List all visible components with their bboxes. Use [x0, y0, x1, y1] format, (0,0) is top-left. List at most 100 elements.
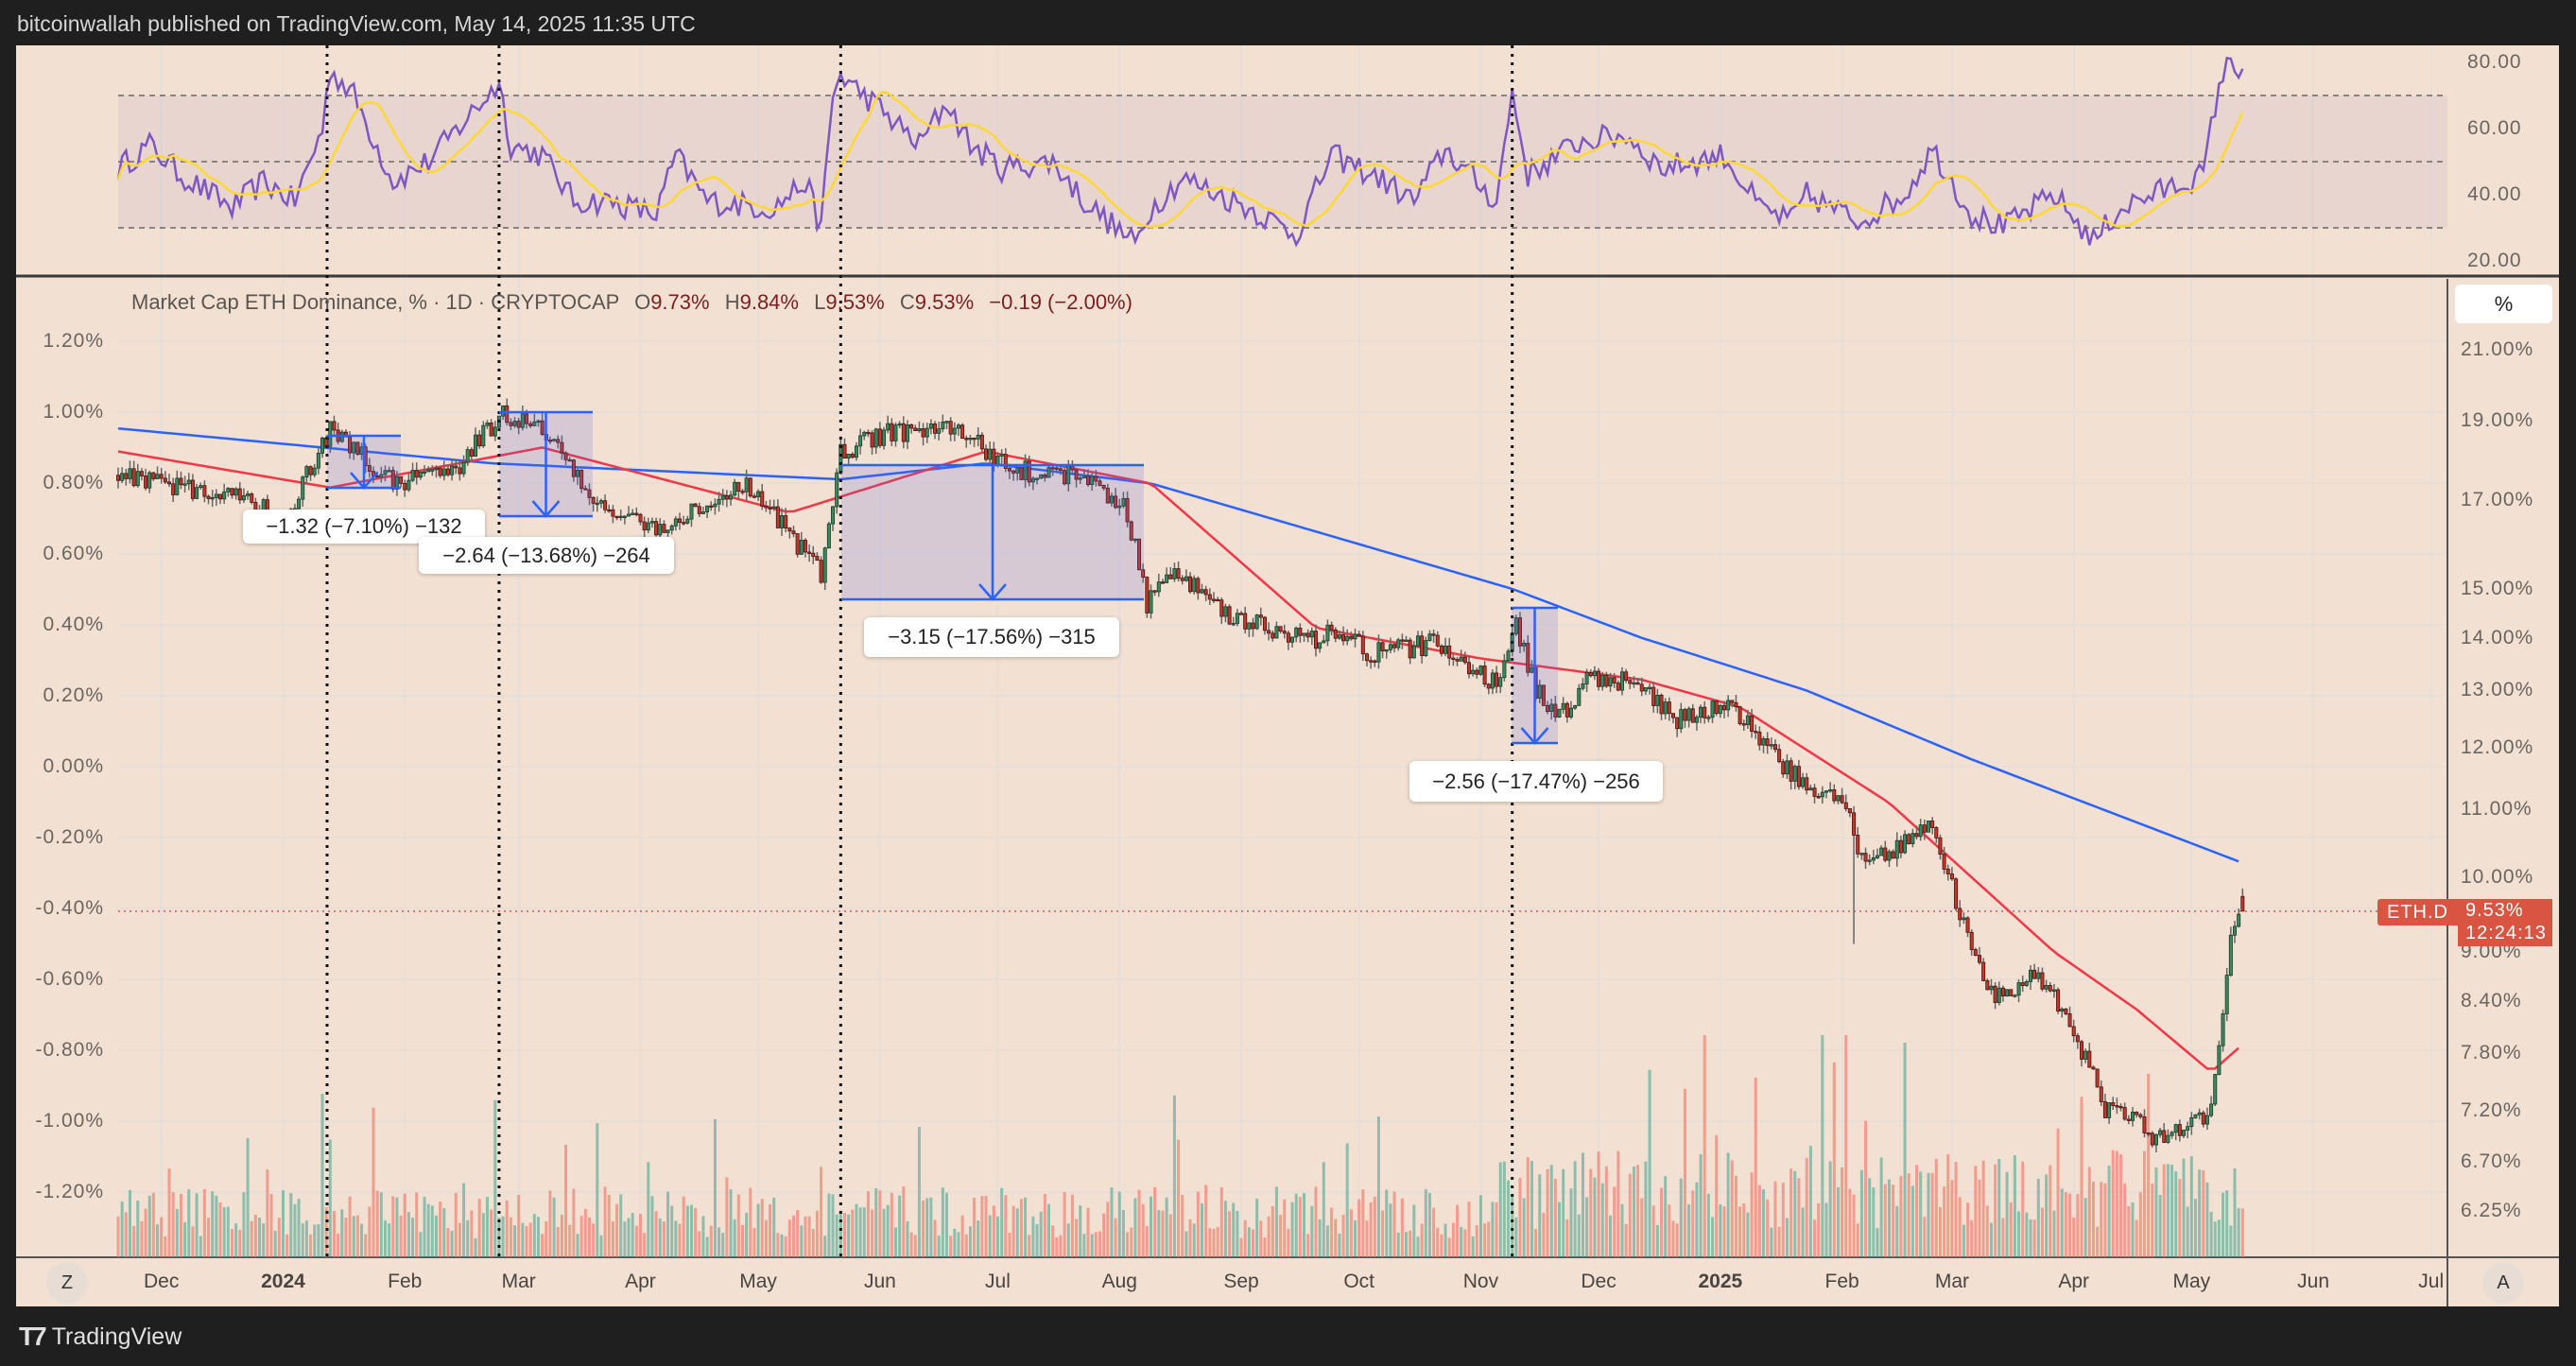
volume-bar: [1651, 1205, 1655, 1257]
volume-bar: [1538, 1174, 1542, 1257]
candle: [2087, 1050, 2092, 1068]
volume-bar: [1236, 1210, 1239, 1257]
candle: [901, 423, 906, 442]
volume-bar: [973, 1197, 977, 1257]
candle: [928, 423, 933, 429]
volume-bar: [1381, 1210, 1385, 1257]
volume-bar: [1444, 1223, 1447, 1257]
volume-bar: [136, 1200, 140, 1257]
candle: [1019, 467, 1024, 480]
price-axis-label: 7.20%: [2461, 1098, 2522, 1121]
candle: [1160, 581, 1165, 584]
volume-bar: [1000, 1187, 1004, 1257]
candle: [1353, 633, 1357, 640]
volume-bar: [1274, 1186, 1278, 1257]
volume-bar: [592, 1223, 596, 1257]
last-price: 9.53%: [2465, 900, 2524, 921]
volume-bar: [454, 1192, 458, 1257]
volume-bar: [670, 1205, 674, 1257]
volume-bar: [1962, 1224, 1965, 1257]
candle: [882, 429, 887, 446]
candle: [2201, 1112, 2205, 1125]
volume-bar: [1028, 1235, 1031, 1257]
candle: [461, 461, 466, 475]
candle: [1471, 669, 1476, 675]
chart-frame[interactable]: [16, 45, 2559, 1306]
volume-bar: [2087, 1167, 2091, 1257]
candle: [567, 458, 572, 462]
volume-bar: [1046, 1203, 1050, 1257]
volume-bar: [207, 1218, 211, 1257]
candle: [968, 438, 973, 441]
volume-bar: [560, 1214, 563, 1257]
candle: [2005, 989, 2010, 996]
candle: [729, 494, 734, 500]
legend-close: 9.53%: [914, 290, 975, 314]
legend-title: Market Cap ETH Dominance, % · 1D · CRYPT…: [131, 290, 619, 314]
candle: [1546, 704, 1550, 713]
volume-bar: [442, 1208, 446, 1257]
volume-bar: [246, 1137, 250, 1257]
volume-bar: [1640, 1198, 1644, 1257]
candle: [1887, 851, 1892, 861]
volume-bar: [1219, 1186, 1223, 1257]
volume-bar: [120, 1201, 124, 1257]
volume-bar: [383, 1220, 387, 1257]
volume-bar: [556, 1227, 560, 1257]
candle: [1867, 859, 1872, 862]
candle: [1313, 631, 1318, 649]
volume-bar: [922, 1200, 925, 1257]
candle: [383, 470, 388, 476]
candle: [2075, 1035, 2080, 1043]
candle: [1380, 642, 1385, 651]
auto-scale-button[interactable]: A: [2482, 1262, 2524, 1304]
candle: [1903, 834, 1908, 854]
volume-bar: [2036, 1178, 2040, 1257]
measurement-label[interactable]: −2.56 (−17.47%) −256: [1409, 761, 1663, 802]
price-axis-label: 6.25%: [2461, 1200, 2522, 1222]
volume-bar: [1150, 1196, 1153, 1257]
candle: [1856, 834, 1860, 855]
candle: [481, 424, 486, 447]
volume-bar: [619, 1194, 623, 1257]
measurement-label[interactable]: −3.15 (−17.56%) −315: [864, 617, 1119, 657]
candle: [163, 477, 167, 483]
volume-bar: [1738, 1206, 1742, 1257]
candle: [2009, 989, 2014, 996]
legend-high: 9.84%: [739, 290, 799, 314]
volume-bar: [364, 1234, 368, 1257]
measurement-label[interactable]: −2.64 (−13.68%) −264: [419, 537, 674, 574]
price-axis-label: 19.00%: [2461, 409, 2534, 432]
candle: [972, 438, 977, 441]
volume-bar: [674, 1220, 678, 1257]
volume-bar: [1079, 1205, 1082, 1257]
volume-bar: [1024, 1197, 1028, 1257]
candle: [1643, 687, 1648, 692]
volume-bar: [2209, 1211, 2213, 1257]
candle: [693, 503, 698, 508]
candle: [1302, 632, 1306, 636]
candle: [736, 481, 741, 493]
percent-scale-button[interactable]: %: [2455, 285, 2552, 323]
go-to-date-button[interactable]: Z: [46, 1262, 88, 1304]
candle: [1852, 812, 1857, 836]
candle: [1357, 633, 1361, 637]
candle: [685, 518, 690, 524]
candle: [952, 427, 957, 435]
candle: [1482, 666, 1487, 685]
volume-bar: [1322, 1162, 1325, 1257]
volume-bar: [1997, 1158, 2001, 1257]
candle: [893, 424, 898, 441]
volume-bar: [1655, 1224, 1659, 1257]
volume-bar: [1511, 1194, 1514, 1257]
price-range-measure: [841, 463, 1144, 601]
volume-bar: [1303, 1193, 1306, 1257]
footer: T7 TradingView: [19, 1322, 182, 1352]
candle: [713, 503, 717, 508]
candle: [2131, 1112, 2135, 1121]
candle: [414, 470, 419, 478]
candle: [540, 420, 545, 435]
volume-bar: [1502, 1161, 1506, 1257]
volume-bar: [2158, 1194, 2162, 1257]
